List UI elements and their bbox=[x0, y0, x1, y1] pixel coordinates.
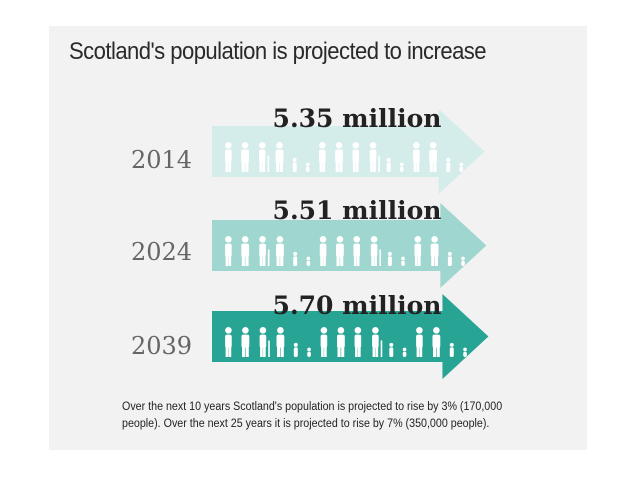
person-icon bbox=[292, 157, 297, 172]
population-arrow bbox=[212, 203, 487, 288]
chart-title: Scotland's population is projected to in… bbox=[69, 38, 487, 65]
person-icon bbox=[241, 142, 249, 172]
year-label: 2039 bbox=[131, 332, 192, 360]
year-label: 2014 bbox=[131, 146, 192, 174]
person-icon bbox=[335, 142, 343, 172]
person-icon bbox=[399, 162, 404, 172]
person-icon bbox=[402, 347, 407, 357]
person-icon bbox=[432, 327, 441, 357]
person-icon bbox=[352, 142, 360, 172]
person-icon bbox=[463, 347, 467, 357]
population-chart: 2014 5.35 million 2024 5.51 million 2039 5.70… bbox=[131, 104, 489, 379]
infographic-panel: Scotland's population is projected to in… bbox=[49, 26, 587, 450]
person-icon bbox=[241, 236, 250, 266]
value-label: 5.35 million bbox=[273, 104, 442, 133]
person-icon bbox=[276, 327, 285, 357]
person-icon bbox=[369, 142, 380, 172]
person-icon bbox=[387, 251, 392, 266]
person-icon bbox=[372, 327, 383, 357]
arrow-row-2039: 2039 5.70 million bbox=[131, 291, 489, 379]
person-icon bbox=[414, 236, 422, 266]
person-icon bbox=[276, 236, 284, 266]
value-label: 5.70 million bbox=[273, 291, 442, 320]
person-icon bbox=[416, 327, 423, 357]
person-icon bbox=[336, 327, 345, 357]
person-icon bbox=[336, 236, 344, 266]
person-icon bbox=[320, 327, 328, 357]
person-icon bbox=[225, 327, 232, 357]
person-icon bbox=[259, 236, 270, 266]
person-icon bbox=[354, 327, 362, 357]
value-label: 5.51 million bbox=[273, 196, 442, 225]
person-icon bbox=[413, 142, 420, 172]
person-icon bbox=[447, 251, 452, 266]
person-icon bbox=[459, 162, 464, 172]
footnote: Over the next 10 years Scotland's popula… bbox=[122, 401, 503, 430]
person-icon bbox=[429, 142, 438, 172]
person-icon bbox=[306, 256, 311, 266]
arrow-row-2024: 2024 5.51 million bbox=[131, 196, 487, 288]
person-icon bbox=[430, 236, 439, 266]
person-icon bbox=[275, 142, 284, 172]
year-label: 2024 bbox=[131, 238, 192, 266]
person-icon bbox=[305, 162, 310, 172]
person-icon bbox=[353, 236, 361, 266]
person-icon bbox=[389, 342, 394, 357]
person-icon bbox=[225, 142, 232, 172]
person-icon bbox=[386, 157, 391, 172]
person-icon bbox=[370, 236, 382, 266]
person-icon bbox=[461, 256, 465, 266]
person-icon bbox=[319, 236, 327, 266]
person-icon bbox=[449, 342, 454, 357]
person-icon bbox=[241, 327, 250, 357]
person-icon bbox=[293, 251, 298, 266]
person-icon bbox=[401, 256, 405, 266]
population-arrow bbox=[212, 109, 485, 194]
person-icon bbox=[307, 347, 311, 357]
person-icon bbox=[225, 236, 232, 266]
population-arrow bbox=[212, 294, 489, 379]
person-icon bbox=[259, 327, 270, 357]
person-icon bbox=[319, 142, 326, 172]
person-icon bbox=[446, 157, 451, 172]
arrow-row-2014: 2014 5.35 million bbox=[131, 104, 485, 194]
person-icon bbox=[258, 142, 270, 172]
person-icon bbox=[293, 342, 298, 357]
